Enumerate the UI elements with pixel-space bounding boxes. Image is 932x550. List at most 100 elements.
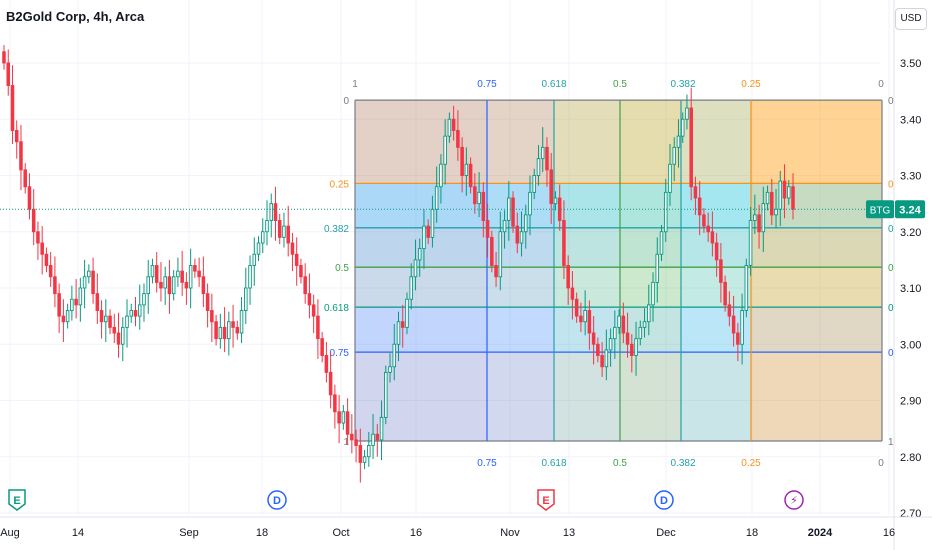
candle-body — [6, 62, 11, 86]
event-marker-symbol: D — [273, 495, 281, 507]
candle-body — [341, 411, 346, 424]
candle-body — [710, 231, 715, 244]
event-marker-earnings: E — [537, 489, 555, 511]
event-marker-symbol: D — [660, 495, 668, 507]
fib-time-label-bottom: 0.75 — [477, 458, 497, 469]
candle-body — [176, 270, 180, 278]
fib-level-band — [355, 267, 882, 308]
candle-body — [634, 338, 638, 356]
time-axis-tick-label: 14 — [72, 527, 84, 539]
candle-body — [367, 445, 371, 458]
candle-body — [655, 253, 660, 283]
candle-body — [337, 411, 341, 424]
candle-body — [680, 118, 685, 137]
event-marker-dividend: D — [654, 490, 674, 510]
time-axis-tick-label: Oct — [332, 527, 349, 539]
candle-body — [570, 287, 575, 300]
candle-body — [299, 265, 303, 278]
candle-body — [350, 433, 354, 441]
candle-body — [392, 343, 397, 368]
candle-body — [316, 315, 320, 340]
candle-body — [303, 276, 307, 295]
candle-body — [273, 203, 278, 221]
candle-body — [774, 208, 778, 216]
candle-body — [791, 186, 795, 210]
candle-body — [167, 276, 172, 295]
fib-level-band — [355, 307, 882, 353]
candle-body — [642, 321, 647, 328]
candle-body — [562, 220, 566, 266]
candle-body — [464, 163, 469, 176]
time-axis-tick-label: Sep — [179, 527, 199, 539]
candle-body — [384, 371, 388, 418]
candle-body — [320, 338, 324, 356]
candle-body — [129, 310, 134, 317]
candle-body — [494, 265, 498, 278]
dividend-icon — [654, 490, 674, 510]
candle-body — [197, 270, 201, 278]
candle-body — [591, 332, 596, 345]
earnings-icon — [537, 489, 555, 511]
candle-body — [36, 231, 40, 244]
candle-body — [108, 315, 112, 328]
candle-body — [409, 276, 413, 300]
price-badge-text: 3.24 — [899, 204, 921, 216]
candle-body — [528, 191, 532, 216]
candle-body — [477, 191, 481, 205]
candle-body — [328, 371, 333, 396]
candle-body — [146, 276, 150, 295]
candle-body — [290, 242, 295, 255]
candle-body — [685, 107, 689, 120]
time-axis-tick-label: 18 — [256, 527, 268, 539]
candle-body — [511, 197, 515, 227]
candle-body — [545, 146, 549, 171]
candle-body — [579, 315, 583, 323]
candle-body — [765, 191, 770, 205]
fib-time-label-top: 0.618 — [541, 79, 566, 90]
candle-body — [252, 253, 257, 266]
candle-body — [468, 163, 473, 188]
candle-body — [689, 107, 693, 188]
candle-body — [31, 208, 36, 233]
time-axis-tick-label: Dec — [656, 527, 676, 539]
candle-body — [214, 321, 218, 340]
fib-time-label-top: 0.382 — [670, 79, 695, 90]
fib-time-zone-band — [554, 100, 620, 441]
fib-time-zone-band — [355, 100, 487, 441]
fib-level-band — [355, 100, 882, 184]
candle-body — [417, 248, 422, 261]
candle-body — [786, 186, 791, 199]
price-axis-tick-label: 2.80 — [900, 452, 921, 464]
currency-button[interactable]: USD — [895, 8, 927, 30]
candle-body — [333, 394, 337, 413]
candle-body — [613, 326, 617, 340]
candle-body — [184, 281, 189, 289]
price-axis-tick-label: 3.10 — [900, 283, 921, 295]
candle-body — [447, 118, 452, 137]
candle-body — [70, 298, 74, 311]
fib-time-label-bottom: 0.382 — [670, 458, 695, 469]
candle-body — [14, 130, 19, 143]
candle-body — [112, 326, 117, 334]
candle-body — [778, 180, 783, 210]
candle-body — [222, 326, 227, 340]
candle-body — [48, 265, 53, 278]
candle-body — [121, 326, 125, 345]
candle-body — [740, 310, 744, 345]
candle-body — [358, 445, 363, 463]
candle-body — [388, 366, 392, 373]
candle-body — [218, 326, 223, 340]
candle-body — [451, 118, 456, 131]
event-marker-symbol: E — [542, 495, 549, 507]
price-axis-tick-label: 2.70 — [900, 508, 921, 520]
candle-body — [485, 220, 490, 238]
candle-body — [693, 186, 698, 199]
candle-body — [676, 135, 681, 148]
fib-time-zone-band — [620, 100, 681, 441]
event-marker-earnings: E — [8, 489, 26, 511]
price-axis-tick-label: 3.40 — [900, 114, 921, 126]
candle-body — [434, 186, 439, 210]
candle-body — [188, 265, 193, 289]
candle-body — [379, 416, 384, 441]
